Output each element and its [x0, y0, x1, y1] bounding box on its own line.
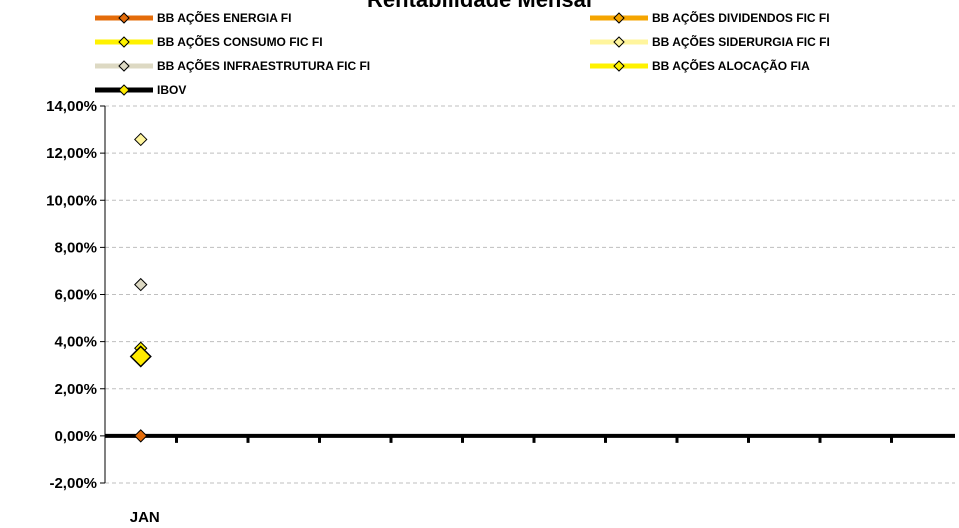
y-tick-label: 10,00%: [46, 192, 97, 209]
legend-swatch-dividendos: [590, 12, 648, 24]
legend-item-energia: BB AÇÕES ENERGIA FI: [95, 8, 291, 28]
y-tick-label: -2,00%: [49, 475, 97, 492]
legend-item-consumo: BB AÇÕES CONSUMO FIC FI: [95, 32, 323, 52]
y-axis: -2,00% 0,00% 2,00% 4,00% 6,00% 8,00% 10,00% 12,…: [46, 98, 106, 492]
legend-swatch-ibov: [95, 84, 153, 96]
y-tick-label: 14,00%: [46, 98, 97, 115]
y-tick-label: 4,00%: [54, 334, 97, 351]
legend-swatch-siderurgia: [590, 36, 648, 48]
data-point-3: [134, 132, 148, 147]
legend-swatch-infraestrutura: [95, 60, 153, 72]
y-tick-label: 2,00%: [54, 381, 97, 398]
data-point-4: [134, 277, 148, 292]
y-tick-label: 8,00%: [54, 239, 97, 256]
legend-label-siderurgia: BB AÇÕES SIDERURGIA FIC FI: [652, 35, 830, 49]
legend-label-ibov: IBOV: [157, 83, 187, 97]
gridlines: [105, 105, 955, 484]
x-tick-label: JAN: [130, 509, 160, 526]
legend-swatch-consumo: [95, 36, 153, 48]
legend-label-alocacao: BB AÇÕES ALOCAÇÃO FIA: [652, 59, 810, 73]
data-point-6: [129, 345, 152, 368]
data-points: [129, 132, 152, 443]
legend-label-infraestrutura: BB AÇÕES INFRAESTRUTURA FIC FI: [157, 59, 371, 73]
legend-item-dividendos: BB AÇÕES DIVIDENDOS FIC FI: [590, 8, 830, 28]
chart-title: Rentabilidade Mensal: [0, 0, 959, 13]
y-tick-label: 0,00%: [54, 428, 97, 445]
legend-label-dividendos: BB AÇÕES DIVIDENDOS FIC FI: [652, 11, 830, 25]
legend-item-infraestrutura: BB AÇÕES INFRAESTRUTURA FIC FI: [95, 56, 370, 76]
y-tick-label: 6,00%: [54, 287, 97, 304]
legend-item-alocacao: BB AÇÕES ALOCAÇÃO FIA: [590, 56, 810, 76]
legend-label-consumo: BB AÇÕES CONSUMO FIC FI: [157, 35, 323, 49]
legend: BB AÇÕES ENERGIA FI BB AÇÕES CONSUMO FIC…: [0, 0, 959, 100]
legend-item-ibov: IBOV: [95, 80, 186, 100]
y-tick-label: 12,00%: [46, 145, 97, 162]
legend-swatch-energia: [95, 12, 153, 24]
x-axis: JAN: [105, 433, 955, 526]
legend-label-energia: BB AÇÕES ENERGIA FI: [157, 11, 292, 25]
legend-swatch-alocacao: [590, 60, 648, 72]
data-point-0: [134, 429, 148, 443]
legend-item-siderurgia: BB AÇÕES SIDERURGIA FIC FI: [590, 32, 830, 52]
